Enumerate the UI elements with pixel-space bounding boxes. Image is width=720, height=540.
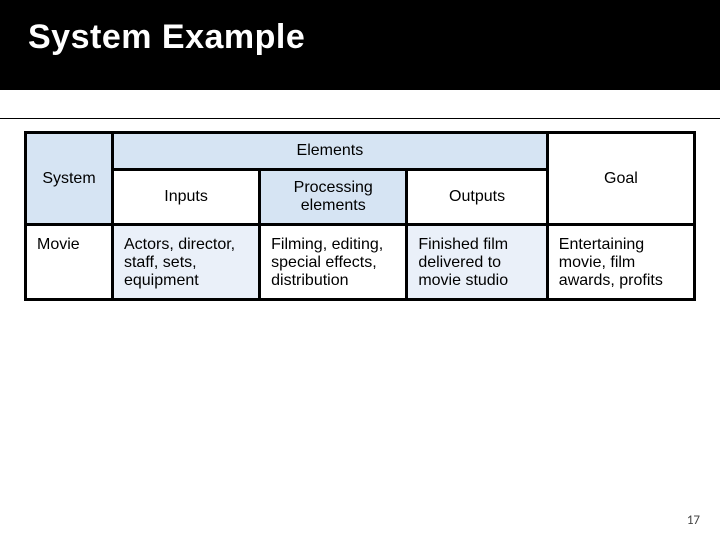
table-container: System Elements Goal Inputs Processing e… xyxy=(0,119,720,301)
col-header-goal: Goal xyxy=(547,133,694,225)
system-example-table: System Elements Goal Inputs Processing e… xyxy=(24,131,696,301)
col-group-elements: Elements xyxy=(112,133,547,170)
col-header-inputs: Inputs xyxy=(112,170,259,225)
col-header-outputs: Outputs xyxy=(407,170,547,225)
cell-system: Movie xyxy=(26,225,113,300)
title-bar: System Example xyxy=(0,0,720,90)
slide-title: System Example xyxy=(28,18,720,57)
page-number: 17 xyxy=(687,513,700,528)
table-header-row-1: System Elements Goal xyxy=(26,133,695,170)
cell-goal: Entertaining movie, film awards, profits xyxy=(547,225,694,300)
col-header-processing: Processing elements xyxy=(260,170,407,225)
cell-inputs: Actors, director, staff, sets, equipment xyxy=(112,225,259,300)
col-header-system: System xyxy=(26,133,113,225)
cell-outputs: Finished film delivered to movie studio xyxy=(407,225,547,300)
cell-processing: Filming, editing, special effects, distr… xyxy=(260,225,407,300)
table-row: Movie Actors, director, staff, sets, equ… xyxy=(26,225,695,300)
